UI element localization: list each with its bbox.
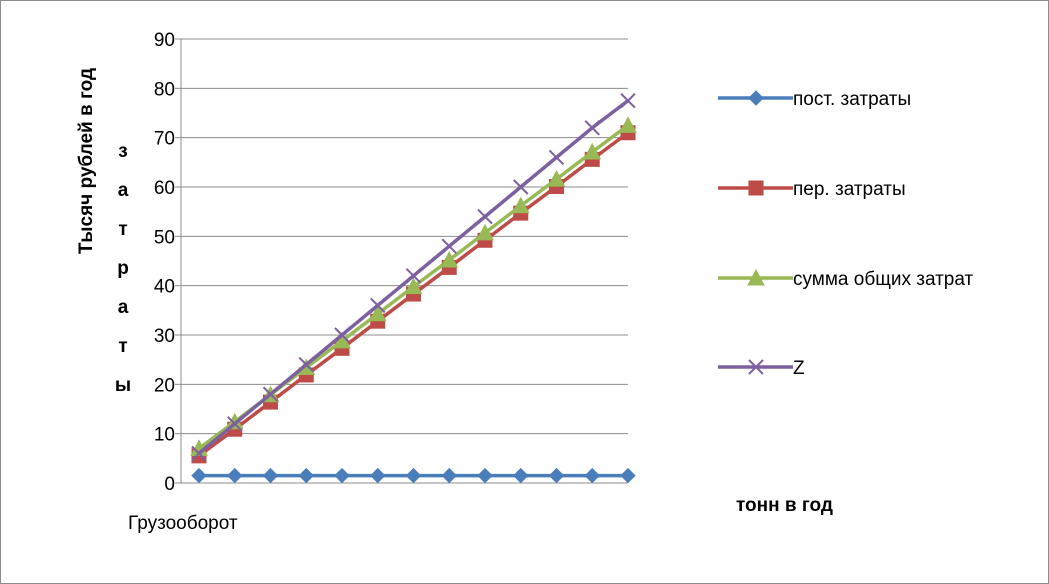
series-group <box>190 92 637 484</box>
series-4 <box>191 92 636 462</box>
gridlines <box>181 38 628 484</box>
y-tick-label: 30 <box>154 326 175 347</box>
data-point <box>441 467 457 484</box>
series-1 <box>191 467 636 484</box>
marker-stroke <box>584 120 600 136</box>
marker-stroke <box>477 208 493 225</box>
data-point <box>191 467 207 484</box>
legend-label: Z <box>793 358 805 379</box>
y-axis-secondary-char: а <box>118 297 129 318</box>
data-point <box>620 467 636 484</box>
data-point <box>298 467 314 484</box>
y-axis-secondary-char: з <box>118 141 127 162</box>
data-point <box>477 467 493 484</box>
data-point <box>227 416 243 432</box>
marker-stroke <box>748 359 764 375</box>
data-point <box>334 327 350 343</box>
data-point <box>262 386 279 402</box>
data-point <box>368 304 387 322</box>
y-axis-secondary-char: т <box>118 336 127 357</box>
legend-marker <box>748 90 764 106</box>
marker-stroke <box>513 179 529 195</box>
y-axis-secondary-char: т <box>118 219 127 240</box>
y-axis-secondary-char: ы <box>115 375 131 396</box>
marker-stroke <box>548 149 565 166</box>
data-point <box>513 179 529 195</box>
data-point <box>441 238 457 254</box>
y-tick-label: 0 <box>164 474 175 495</box>
legend-marker <box>747 268 765 286</box>
data-point <box>620 92 636 109</box>
marker-stroke <box>334 327 350 343</box>
marker-stroke <box>262 386 279 402</box>
legend-label: пост. затраты <box>793 89 911 110</box>
y-axis-secondary-char: р <box>117 258 129 279</box>
marker-stroke <box>227 416 243 432</box>
data-point <box>227 467 243 484</box>
y-axis-secondary-char: а <box>118 180 129 201</box>
y-tick-label: 20 <box>154 375 175 396</box>
data-point <box>476 223 494 241</box>
marker-stroke <box>370 297 386 314</box>
legend-marker <box>748 359 764 375</box>
data-point <box>511 196 530 214</box>
data-point <box>547 170 566 187</box>
axes: 0 10 20 30 40 50 60 70 80 90 <box>154 30 628 495</box>
y-tick-label: 10 <box>154 425 175 446</box>
data-point <box>370 297 386 314</box>
legend-label: сумма общих затрат <box>793 269 974 290</box>
marker-stroke <box>298 356 314 373</box>
data-point <box>619 116 637 133</box>
data-point <box>583 142 602 160</box>
data-point <box>548 149 565 166</box>
marker-stroke <box>405 268 422 284</box>
data-point <box>298 356 314 373</box>
marker-stroke <box>620 92 636 109</box>
data-point <box>405 467 422 484</box>
data-point <box>262 467 279 484</box>
x-axis-title: Грузооборот <box>128 513 238 534</box>
data-point <box>477 208 493 225</box>
marker-stroke <box>441 238 457 254</box>
legend-label: пер. затраты <box>793 179 906 200</box>
y-tick-label: 70 <box>154 129 175 150</box>
legend-item: сумма общих затрат <box>718 268 974 290</box>
x-axis-unit-label: тонн в год <box>736 495 833 516</box>
legend: пост. затраты пер. затраты сумма общих зат… <box>718 89 974 379</box>
data-point <box>370 467 386 484</box>
y-tick-label: 80 <box>154 79 175 100</box>
data-point <box>584 120 600 136</box>
legend-item: Z <box>718 358 805 379</box>
data-point <box>513 467 529 484</box>
y-tick-label: 40 <box>154 277 175 298</box>
legend-marker <box>748 180 764 196</box>
legend-item: пер. затраты <box>718 179 906 200</box>
data-point <box>584 467 600 484</box>
series-2 <box>191 125 636 464</box>
data-point <box>334 467 350 484</box>
legend-item: пост. затраты <box>718 89 911 110</box>
data-point <box>440 250 459 268</box>
y-tick-label: 50 <box>154 227 175 248</box>
data-point <box>405 268 422 284</box>
data-point <box>548 467 565 484</box>
y-axis-title: Тысяч рублей в год <box>76 68 97 254</box>
data-point <box>191 445 207 462</box>
data-point <box>404 277 423 295</box>
y-tick-label: 60 <box>154 178 175 199</box>
y-tick-label: 90 <box>154 30 175 51</box>
marker-stroke <box>191 445 207 462</box>
y-axis-secondary-title: затраты <box>115 141 131 396</box>
